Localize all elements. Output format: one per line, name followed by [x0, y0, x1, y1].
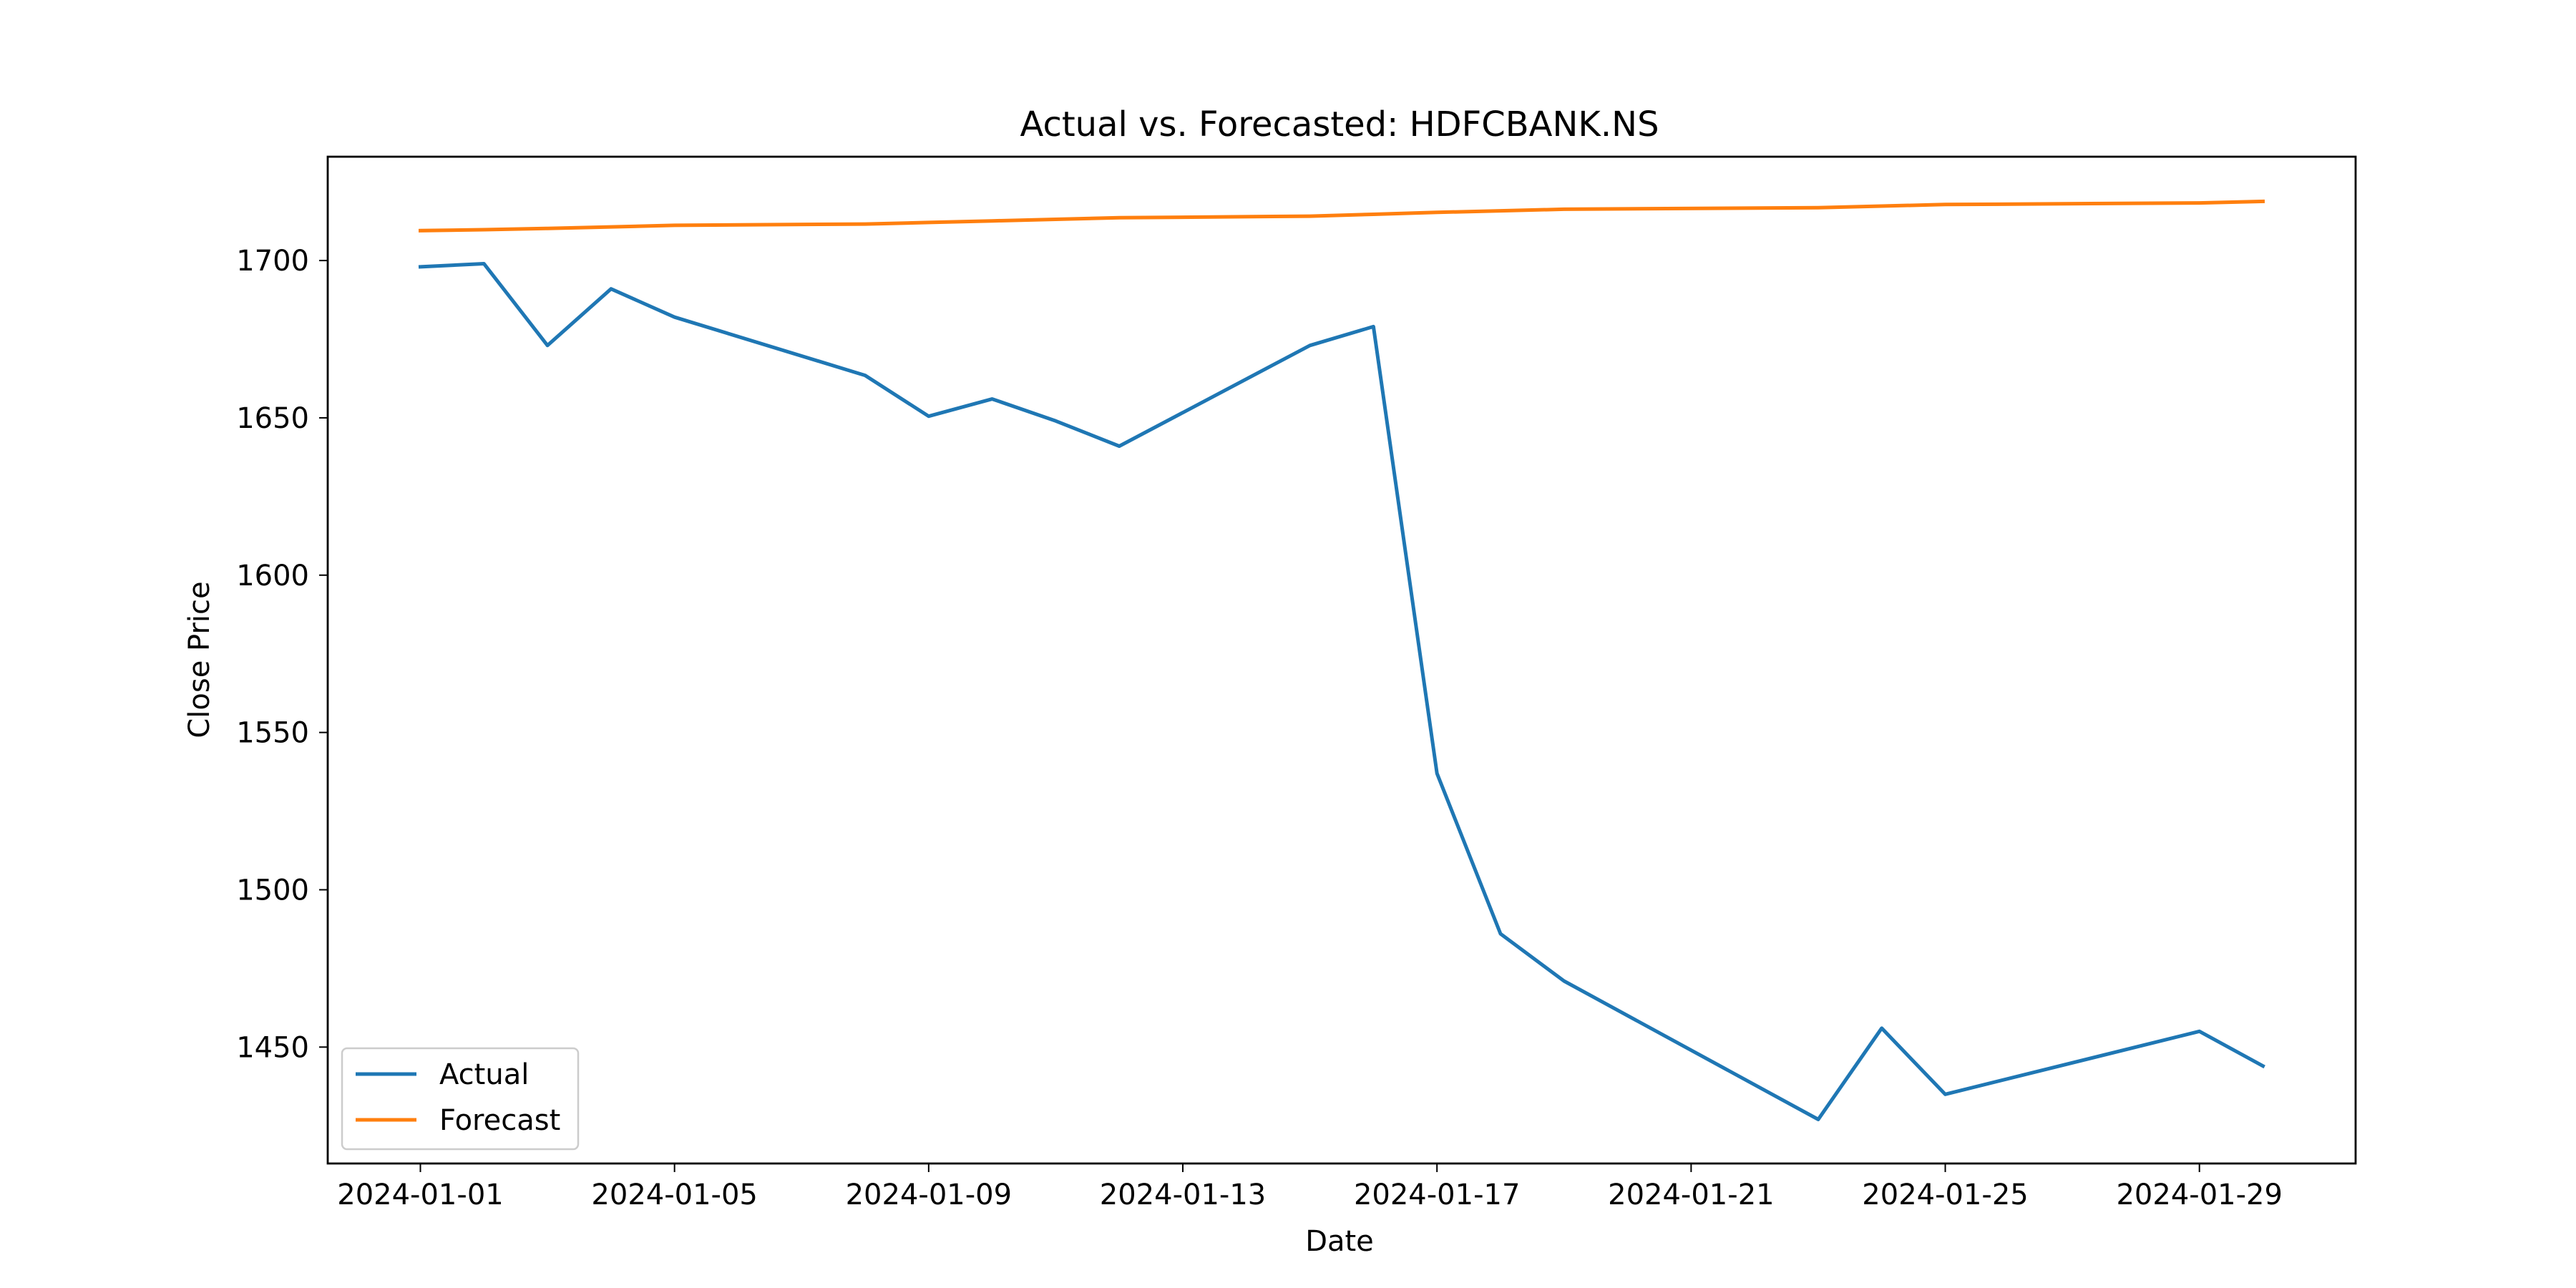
x-tick-label: 2024-01-13 — [1100, 1179, 1266, 1211]
y-tick-label: 1450 — [236, 1031, 309, 1064]
y-axis-ticks: 1450 1500 1550 1600 1650 1700 — [236, 245, 328, 1064]
y-tick-label: 1650 — [236, 402, 309, 435]
chart-title: Actual vs. Forecasted: HDFCBANK.NS — [1020, 104, 1659, 145]
plot-lines — [418, 199, 2265, 1121]
x-tick-label: 2024-01-25 — [1862, 1179, 2028, 1211]
y-tick-label: 1500 — [236, 874, 309, 907]
x-tick-label: 2024-01-29 — [2116, 1179, 2282, 1211]
x-axis-label: Date — [1305, 1225, 1374, 1258]
y-tick-label: 1600 — [236, 560, 309, 592]
x-tick-label: 2024-01-09 — [846, 1179, 1012, 1211]
x-tick-label: 2024-01-05 — [591, 1179, 757, 1211]
y-tick-label: 1550 — [236, 717, 309, 750]
y-axis-label: Close Price — [183, 581, 216, 738]
legend: Actual Forecast — [341, 1047, 580, 1151]
y-tick-label: 1700 — [236, 245, 309, 278]
x-tick-label: 2024-01-21 — [1608, 1179, 1774, 1211]
x-tick-label: 2024-01-17 — [1354, 1179, 1520, 1211]
x-axis-ticks: 2024-01-01 2024-01-05 2024-01-09 2024-01-13… — [337, 1163, 2283, 1211]
series-line-actual — [418, 262, 2265, 1121]
x-tick-label: 2024-01-01 — [337, 1179, 503, 1211]
legend-actual-label: Actual — [439, 1058, 529, 1091]
legend-forecast-label: Forecast — [439, 1104, 560, 1137]
plot-area-frame — [326, 155, 2357, 1165]
series-line-forecast — [418, 199, 2265, 233]
